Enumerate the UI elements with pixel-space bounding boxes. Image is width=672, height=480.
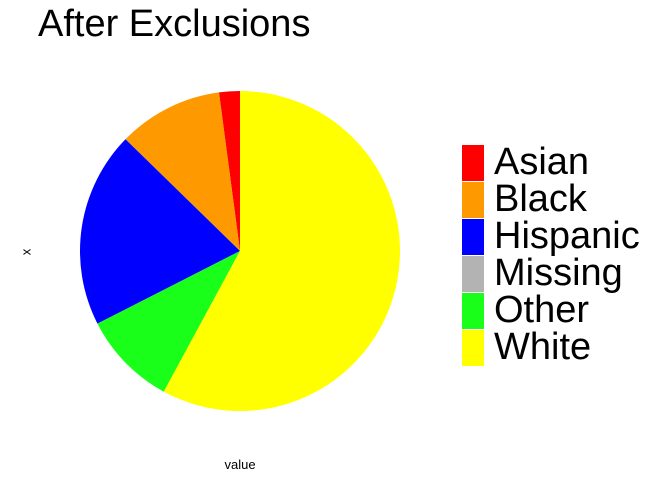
legend-label: Black bbox=[494, 178, 587, 220]
legend-label: Hispanic bbox=[494, 215, 640, 257]
legend-item-hispanic: Hispanic bbox=[462, 215, 640, 257]
legend-swatch bbox=[462, 181, 484, 218]
legend-swatch bbox=[462, 218, 484, 255]
pie-slice-black bbox=[125, 92, 240, 251]
pie-slice-white bbox=[163, 91, 400, 411]
y-axis-label: x bbox=[18, 248, 34, 256]
legend-item-asian: Asian bbox=[462, 141, 640, 183]
legend-swatch bbox=[462, 292, 484, 329]
legend-label: White bbox=[494, 326, 592, 368]
pie-slice-other bbox=[97, 251, 240, 392]
chart-title: After Exclusions bbox=[38, 3, 311, 45]
legend-item-other: Other bbox=[462, 289, 640, 331]
legend-label: Asian bbox=[494, 141, 590, 183]
legend-swatch bbox=[462, 329, 484, 366]
legend-swatch bbox=[462, 144, 484, 181]
legend-label: Other bbox=[494, 289, 590, 331]
legend-swatch bbox=[462, 255, 484, 292]
legend: Asian Black Hispanic Missing Other White bbox=[462, 141, 640, 368]
legend-item-white: White bbox=[462, 326, 640, 368]
legend-label: Missing bbox=[494, 252, 623, 294]
pie-slice-hispanic bbox=[79, 139, 240, 324]
legend-item-missing: Missing bbox=[462, 252, 640, 294]
legend-item-black: Black bbox=[462, 178, 640, 220]
pie-slice-asian bbox=[218, 91, 240, 251]
